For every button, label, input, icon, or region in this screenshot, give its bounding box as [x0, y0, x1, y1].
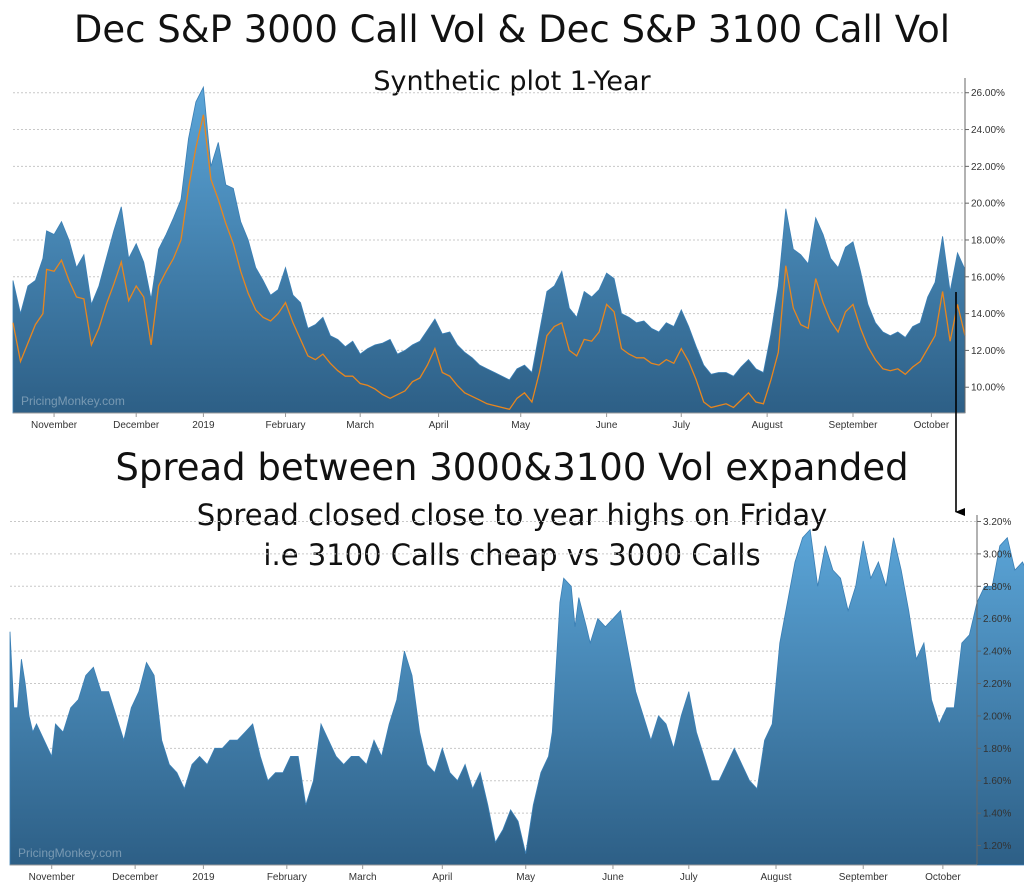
y-tick-label: 14.00%	[971, 309, 1005, 320]
x-tick-label: February	[267, 872, 307, 883]
y-tick-label: 16.00%	[971, 272, 1005, 283]
x-tick-label: September	[839, 872, 889, 883]
x-tick-label: April	[429, 420, 449, 431]
x-tick-label: November	[29, 872, 76, 883]
y-tick-label: 1.80%	[983, 744, 1011, 755]
area-series	[9, 528, 1024, 866]
watermark: PricingMonkey.com	[18, 846, 122, 860]
vol-chart: 10.00% 12.00% 14.00% 16.00% 18.00% 20.00% 22.0…	[12, 78, 1005, 431]
y-tick-label: 12.00%	[971, 346, 1005, 357]
y-tick-label: 2.00%	[983, 711, 1011, 722]
y-tick-label: 2.60%	[983, 614, 1011, 625]
y-tick-label: 10.00%	[971, 383, 1005, 394]
x-tick-label: April	[432, 872, 452, 883]
x-tick-label: 2019	[192, 872, 215, 883]
y-tick-label: 26.00%	[971, 88, 1005, 99]
x-tick-label: August	[760, 872, 791, 883]
y-tick-label: 2.20%	[983, 679, 1011, 690]
x-tick-label: June	[602, 872, 624, 883]
annotation-spread-expanded: Spread between 3000&3100 Vol expanded	[115, 446, 909, 489]
x-tick-label: July	[672, 420, 690, 431]
main-title: Dec S&P 3000 Call Vol & Dec S&P 3100 Cal…	[73, 8, 951, 51]
x-tick-label: September	[829, 420, 879, 431]
y-tick-label: 20.00%	[971, 199, 1005, 210]
area-series	[12, 85, 966, 414]
x-tick-label: December	[113, 420, 160, 431]
x-tick-label: August	[752, 420, 783, 431]
y-tick-label: 1.40%	[983, 809, 1011, 820]
line-series	[12, 114, 966, 411]
annotation-3100-cheap: i.e 3100 Calls cheap vs 3000 Calls	[263, 538, 761, 572]
annotation-spread-year-highs: Spread closed close to year highs on Fri…	[196, 498, 828, 532]
x-tick-label: July	[680, 872, 698, 883]
chart1-subtitle: Synthetic plot 1-Year	[373, 66, 651, 97]
x-tick-label: June	[596, 420, 618, 431]
y-tick-label: 22.00%	[971, 162, 1005, 173]
x-tick-label: December	[112, 872, 159, 883]
y-tick-label: 2.40%	[983, 647, 1011, 658]
x-tick-label: October	[925, 872, 961, 883]
x-tick-label: October	[914, 420, 950, 431]
y-tick-label: 1.20%	[983, 841, 1011, 852]
y-tick-label: 24.00%	[971, 125, 1005, 136]
y-tick-label: 18.00%	[971, 235, 1005, 246]
x-tick-label: May	[511, 420, 530, 431]
watermark: PricingMonkey.com	[21, 394, 125, 408]
x-tick-label: February	[266, 420, 306, 431]
y-tick-label: 1.60%	[983, 776, 1011, 787]
y-tick-label: 2.80%	[983, 582, 1011, 593]
x-tick-label: March	[349, 872, 377, 883]
x-tick-label: March	[346, 420, 374, 431]
x-tick-label: May	[516, 872, 535, 883]
x-tick-label: 2019	[192, 420, 215, 431]
x-tick-label: November	[31, 420, 78, 431]
